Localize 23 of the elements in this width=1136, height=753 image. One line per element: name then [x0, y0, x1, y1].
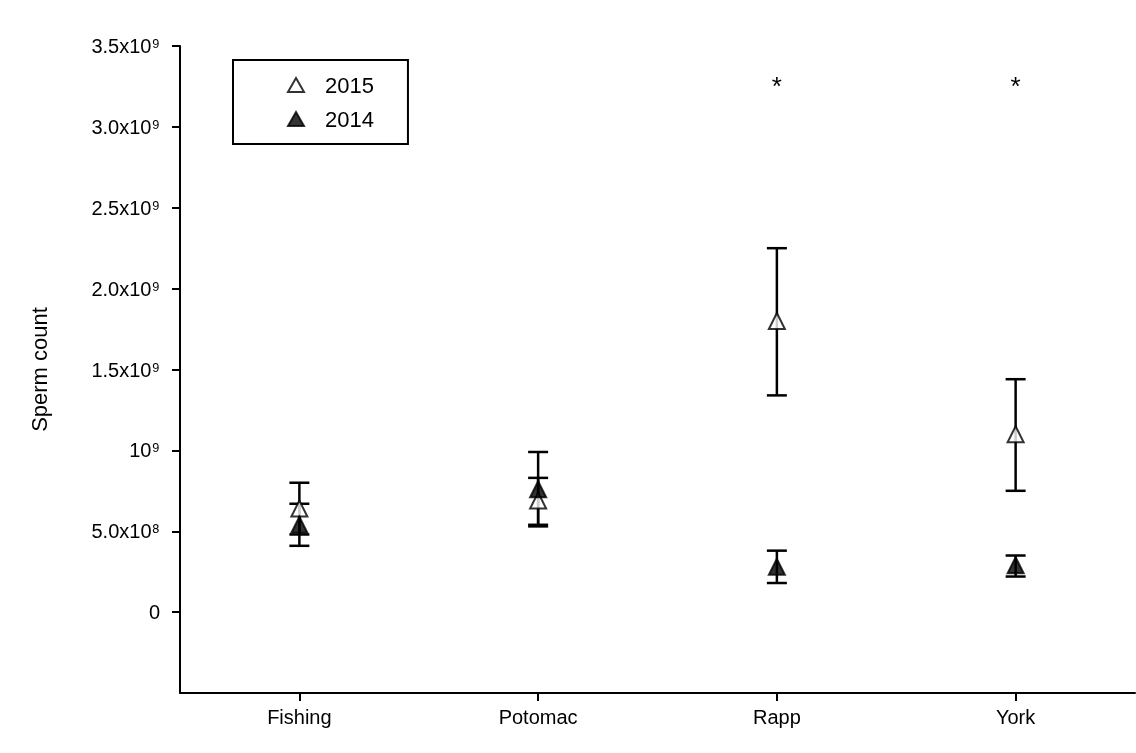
- y-tick-label: 3.0x10⁹: [91, 115, 160, 138]
- point: [767, 311, 786, 330]
- y-tick-label: 3.5x10⁹: [91, 35, 160, 57]
- point: [767, 557, 786, 576]
- annotation: *: [1010, 71, 1021, 101]
- point: [290, 515, 309, 534]
- y-tick-label: 5.0x10⁸: [91, 520, 160, 543]
- legend-label: 2015: [325, 72, 374, 98]
- y-tick-label: 1.5x10⁹: [91, 358, 160, 381]
- point: [290, 499, 309, 518]
- y-tick-label: 2.0x10⁹: [91, 277, 160, 300]
- y-axis-title: Sperm count: [26, 307, 52, 432]
- legend-label: 2014: [325, 106, 374, 132]
- annotation: *: [771, 71, 782, 101]
- x-tick-label: Potomac: [498, 706, 578, 728]
- point: [529, 480, 548, 499]
- x-tick-label: Fishing: [267, 706, 332, 728]
- x-tick-label: Rapp: [752, 706, 801, 728]
- y-tick-label: 10⁹: [129, 439, 160, 462]
- y-tick-label: 2.5x10⁹: [91, 196, 160, 219]
- y-tick-label: 0: [148, 601, 160, 624]
- point: [1006, 425, 1025, 444]
- x-tick-label: York: [995, 706, 1037, 728]
